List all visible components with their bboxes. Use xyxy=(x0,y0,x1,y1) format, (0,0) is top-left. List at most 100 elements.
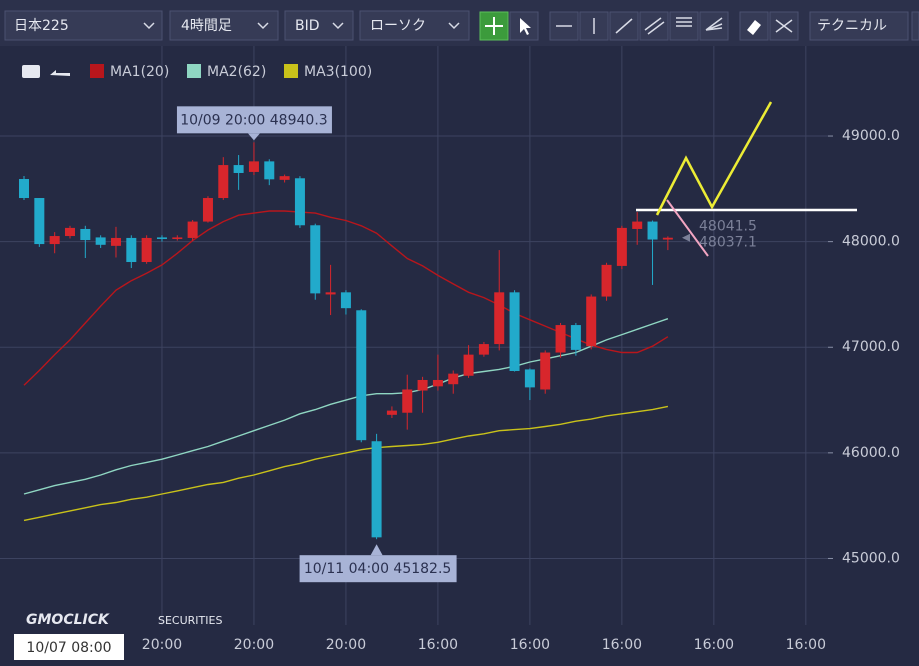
y-tick-label: 47000.0 xyxy=(842,339,900,355)
callout-pointer xyxy=(247,133,260,141)
candle-body xyxy=(340,292,351,309)
candle-body xyxy=(248,161,259,172)
callout-pointer xyxy=(370,544,383,556)
brand: GMOCLICK xyxy=(26,612,110,628)
candle-body xyxy=(478,344,489,355)
candle-body xyxy=(218,165,229,199)
crosshair-button[interactable] xyxy=(479,11,509,41)
candle-body xyxy=(371,441,382,538)
candle-body xyxy=(233,165,244,173)
candle-body xyxy=(141,237,152,263)
chart-style: ローソク xyxy=(370,18,426,34)
pointer-button[interactable] xyxy=(509,11,539,41)
candle-body xyxy=(386,410,397,415)
candle-body xyxy=(509,292,520,372)
crosshair-box xyxy=(14,634,124,660)
price-marker: 48037.1 xyxy=(699,235,757,251)
candle-body xyxy=(187,221,198,238)
x-tick-label: 16:00 xyxy=(602,637,642,653)
candle-body xyxy=(19,179,29,199)
x-tick-label: 16:00 xyxy=(418,637,458,653)
candle-body xyxy=(632,221,643,229)
candle-body xyxy=(264,161,275,180)
technical-button[interactable]: テクニカル xyxy=(809,11,909,41)
y-tick-label: 46000.0 xyxy=(842,445,900,461)
technical: テクニカル xyxy=(817,18,887,34)
legend-label: MA3(100) xyxy=(304,64,372,80)
legend-swatch xyxy=(187,64,201,78)
candle-body xyxy=(172,237,183,239)
labels: 10/09 20:00 48940.3 10/11 04:00 45182.5 48… xyxy=(14,106,757,660)
callout-box xyxy=(176,106,332,134)
candle-body xyxy=(432,379,443,387)
candle-body xyxy=(570,325,581,350)
candle-body xyxy=(417,379,428,391)
legend-label: MA2(62) xyxy=(207,64,266,80)
ma-line xyxy=(23,405,669,522)
trend-drawing xyxy=(655,101,773,216)
candle-body xyxy=(540,352,551,390)
x-tick-label: 20:00 xyxy=(326,637,366,653)
timeframe: 4時間足 xyxy=(181,18,232,34)
price-marker: 48041.5 xyxy=(699,218,757,234)
candle-body xyxy=(586,296,597,347)
candle-body xyxy=(294,178,305,226)
x-tick-label: 16:00 xyxy=(510,637,550,653)
candle-body xyxy=(202,198,213,222)
candle-body xyxy=(555,325,566,353)
draw-tools[interactable] xyxy=(549,11,799,41)
x-tick-label: 16:00 xyxy=(786,637,826,653)
candle-body xyxy=(310,225,321,294)
candle-body xyxy=(64,227,75,237)
candle-body xyxy=(463,354,474,376)
candle-body xyxy=(34,198,45,245)
legend-toggle[interactable] xyxy=(50,70,70,76)
x-tick-label: 20:00 xyxy=(142,637,182,653)
timeframe-select[interactable]: 4時間足 xyxy=(169,10,279,41)
candles xyxy=(19,142,673,540)
candle-body xyxy=(325,292,336,295)
candle-body xyxy=(80,228,91,241)
candle-body xyxy=(126,237,137,263)
candle-body xyxy=(448,373,459,385)
y-tick-label: 49000.0 xyxy=(842,128,900,144)
candle-body xyxy=(601,264,612,297)
legend: MA1(20) MA2(62) MA3(100) xyxy=(22,64,372,80)
legend-icon xyxy=(22,65,40,78)
toolbar-more[interactable] xyxy=(911,11,919,41)
candle-body xyxy=(616,227,627,266)
callout-box xyxy=(299,555,457,583)
candle-body xyxy=(662,237,673,240)
candle-body xyxy=(49,236,60,245)
price-arrow xyxy=(682,233,690,242)
chart-style-select[interactable]: ローソク xyxy=(359,10,470,41)
x-tick-label: 16:00 xyxy=(694,637,734,653)
candle-body xyxy=(110,237,121,246)
candle-body xyxy=(647,221,658,240)
pink-line xyxy=(666,199,709,257)
crosshair-label: 10/07 08:00 xyxy=(26,640,111,656)
candle-body xyxy=(156,237,167,239)
candle-body xyxy=(95,237,106,245)
drawings xyxy=(636,101,857,257)
y-tick-label: 48000.0 xyxy=(842,234,900,250)
price-type-select[interactable]: BID xyxy=(284,10,354,41)
candle-body xyxy=(356,310,367,441)
symbol-select[interactable]: 日本225 xyxy=(4,10,163,41)
brand-sub: SECURITIES xyxy=(158,614,222,627)
candle-body xyxy=(402,389,413,413)
grid: 45000.0 46000.0 47000.0 48000.0 49000.0 20:00… xyxy=(0,46,900,653)
candle-body xyxy=(524,369,535,388)
price-type: BID xyxy=(295,18,320,34)
y-tick-label: 45000.0 xyxy=(842,550,900,566)
low-callout: 10/11 04:00 45182.5 xyxy=(304,561,452,577)
high-callout: 10/09 20:00 48940.3 xyxy=(180,112,328,128)
legend-swatch xyxy=(284,64,298,78)
legend-swatch xyxy=(90,64,104,78)
candle-body xyxy=(494,292,505,345)
candle-body xyxy=(279,176,290,180)
x-tick-label: 20:00 xyxy=(234,637,274,653)
